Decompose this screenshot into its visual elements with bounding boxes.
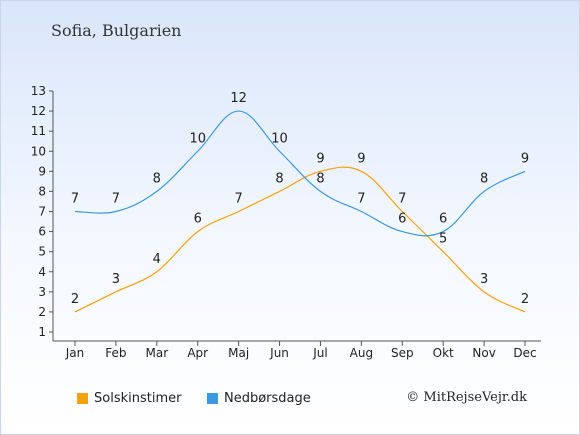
data-label-sunshine: 7 [234, 192, 242, 207]
legend-item-sunshine: Solskinstimer [77, 391, 181, 406]
x-tick-label: Aug [350, 346, 373, 360]
data-label-sunshine: 3 [480, 272, 488, 287]
data-label-rain-days: 10 [271, 131, 288, 146]
x-tick-label: Nov [472, 346, 495, 360]
data-label-sunshine: 4 [153, 252, 161, 267]
data-label-sunshine: 2 [521, 292, 529, 307]
data-label-rain-days: 8 [316, 171, 324, 186]
y-tick-label: 12 [31, 104, 46, 118]
y-tick-label: 8 [38, 184, 46, 198]
x-tick-label: Maj [228, 346, 249, 360]
data-label-sunshine: 9 [357, 151, 365, 166]
y-tick-label: 10 [31, 144, 46, 158]
data-label-sunshine: 8 [275, 171, 283, 186]
x-tick-label: Sep [391, 346, 414, 360]
data-label-sunshine: 6 [194, 212, 202, 227]
y-tick-label: 1 [38, 325, 46, 339]
data-label-rain-days: 6 [439, 212, 447, 227]
data-labels: 2 3 4 6 7 8 9 9 7 5 3 2 7 7 8 10 12 10 8 7 6 6 8 9 [71, 91, 529, 307]
y-tick-label: 3 [38, 285, 46, 299]
data-label-rain-days: 7 [112, 192, 120, 207]
x-tick-label: Dec [513, 346, 536, 360]
data-label-rain-days: 7 [357, 192, 365, 207]
data-label-rain-days: 12 [230, 91, 247, 106]
data-label-rain-days: 9 [521, 151, 529, 166]
x-tick-label: Jul [312, 346, 327, 360]
data-label-sunshine: 2 [71, 292, 79, 307]
y-tick-label: 4 [38, 265, 46, 279]
legend-swatch-rain-days [207, 393, 218, 404]
y-tick-label: 7 [38, 205, 46, 219]
x-tick-label: Jan [65, 346, 85, 360]
x-tick-label: Mar [145, 346, 168, 360]
data-label-rain-days: 7 [71, 192, 79, 207]
legend-label-sunshine: Solskinstimer [94, 391, 182, 406]
x-tick-label: Okt [433, 346, 454, 360]
series-line-sunshine [74, 166, 526, 313]
data-label-rain-days: 8 [480, 171, 488, 186]
chart-title: Sofia, Bulgarien [51, 21, 182, 40]
series-line-rain-days [74, 110, 526, 237]
y-tick-label: 2 [38, 305, 46, 319]
x-tick-label: Jun [269, 346, 289, 360]
y-tick-label: 11 [31, 124, 46, 138]
data-label-sunshine: 3 [112, 272, 120, 287]
data-label-rain-days: 8 [153, 171, 161, 186]
y-tick-label: 13 [31, 84, 46, 98]
legend-swatch-sunshine [77, 393, 88, 404]
series-lines [74, 110, 526, 313]
credit-text: © MitRejseVejr.dk [406, 390, 527, 405]
x-tick-label: Feb [105, 346, 126, 360]
y-tick-label: 9 [38, 164, 46, 178]
data-label-rain-days: 6 [398, 212, 406, 227]
data-label-sunshine: 5 [439, 232, 447, 247]
x-tick-label: Apr [187, 346, 208, 360]
y-tick-label: 5 [38, 245, 46, 259]
data-label-sunshine: 7 [398, 192, 406, 207]
legend-label-rain-days: Nedbørsdage [224, 391, 311, 406]
data-label-rain-days: 10 [189, 131, 206, 146]
legend-item-rain-days: Nedbørsdage [207, 391, 311, 406]
y-tick-label: 6 [38, 225, 46, 239]
data-label-sunshine: 9 [316, 151, 324, 166]
